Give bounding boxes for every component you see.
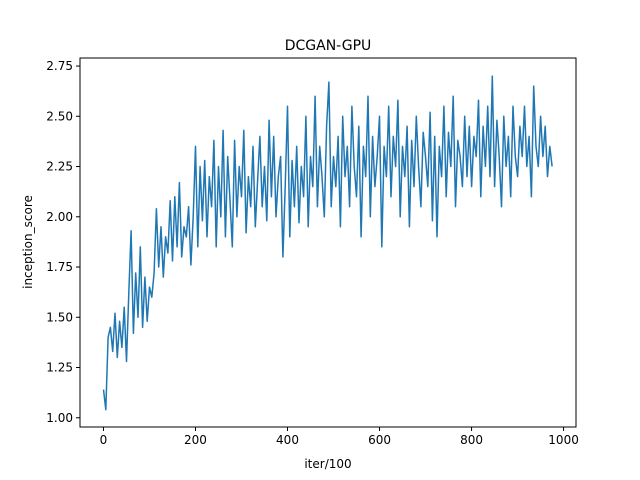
series-line (102, 75, 553, 411)
x-axis: 0 200 400 600 800 1000 (100, 427, 579, 447)
y-axis: 1.00 1.25 1.50 1.75 2.00 2.25 2.50 2.75 (46, 59, 80, 425)
y-tick-label: 1.75 (46, 260, 73, 274)
axes-frame (79, 57, 577, 428)
y-tick-label: 2.50 (46, 109, 73, 123)
x-axis-label: iter/100 (304, 457, 351, 471)
y-axis-label: inception_score (21, 195, 35, 289)
x-tick-label: 600 (368, 433, 391, 447)
x-tick-label: 200 (184, 433, 207, 447)
y-tick-label: 2.25 (46, 160, 73, 174)
y-tick-label: 2.75 (46, 59, 73, 73)
y-tick-label: 1.50 (46, 310, 73, 324)
y-tick-label: 1.00 (46, 411, 73, 425)
y-tick-label: 1.25 (46, 361, 73, 375)
x-tick-label: 1000 (548, 433, 579, 447)
y-tick-label: 2.00 (46, 210, 73, 224)
plot-area (102, 75, 553, 411)
x-tick-label: 800 (460, 433, 483, 447)
chart-title: DCGAN-GPU (285, 38, 372, 54)
x-tick-label: 0 (100, 433, 108, 447)
x-tick-label: 400 (276, 433, 299, 447)
